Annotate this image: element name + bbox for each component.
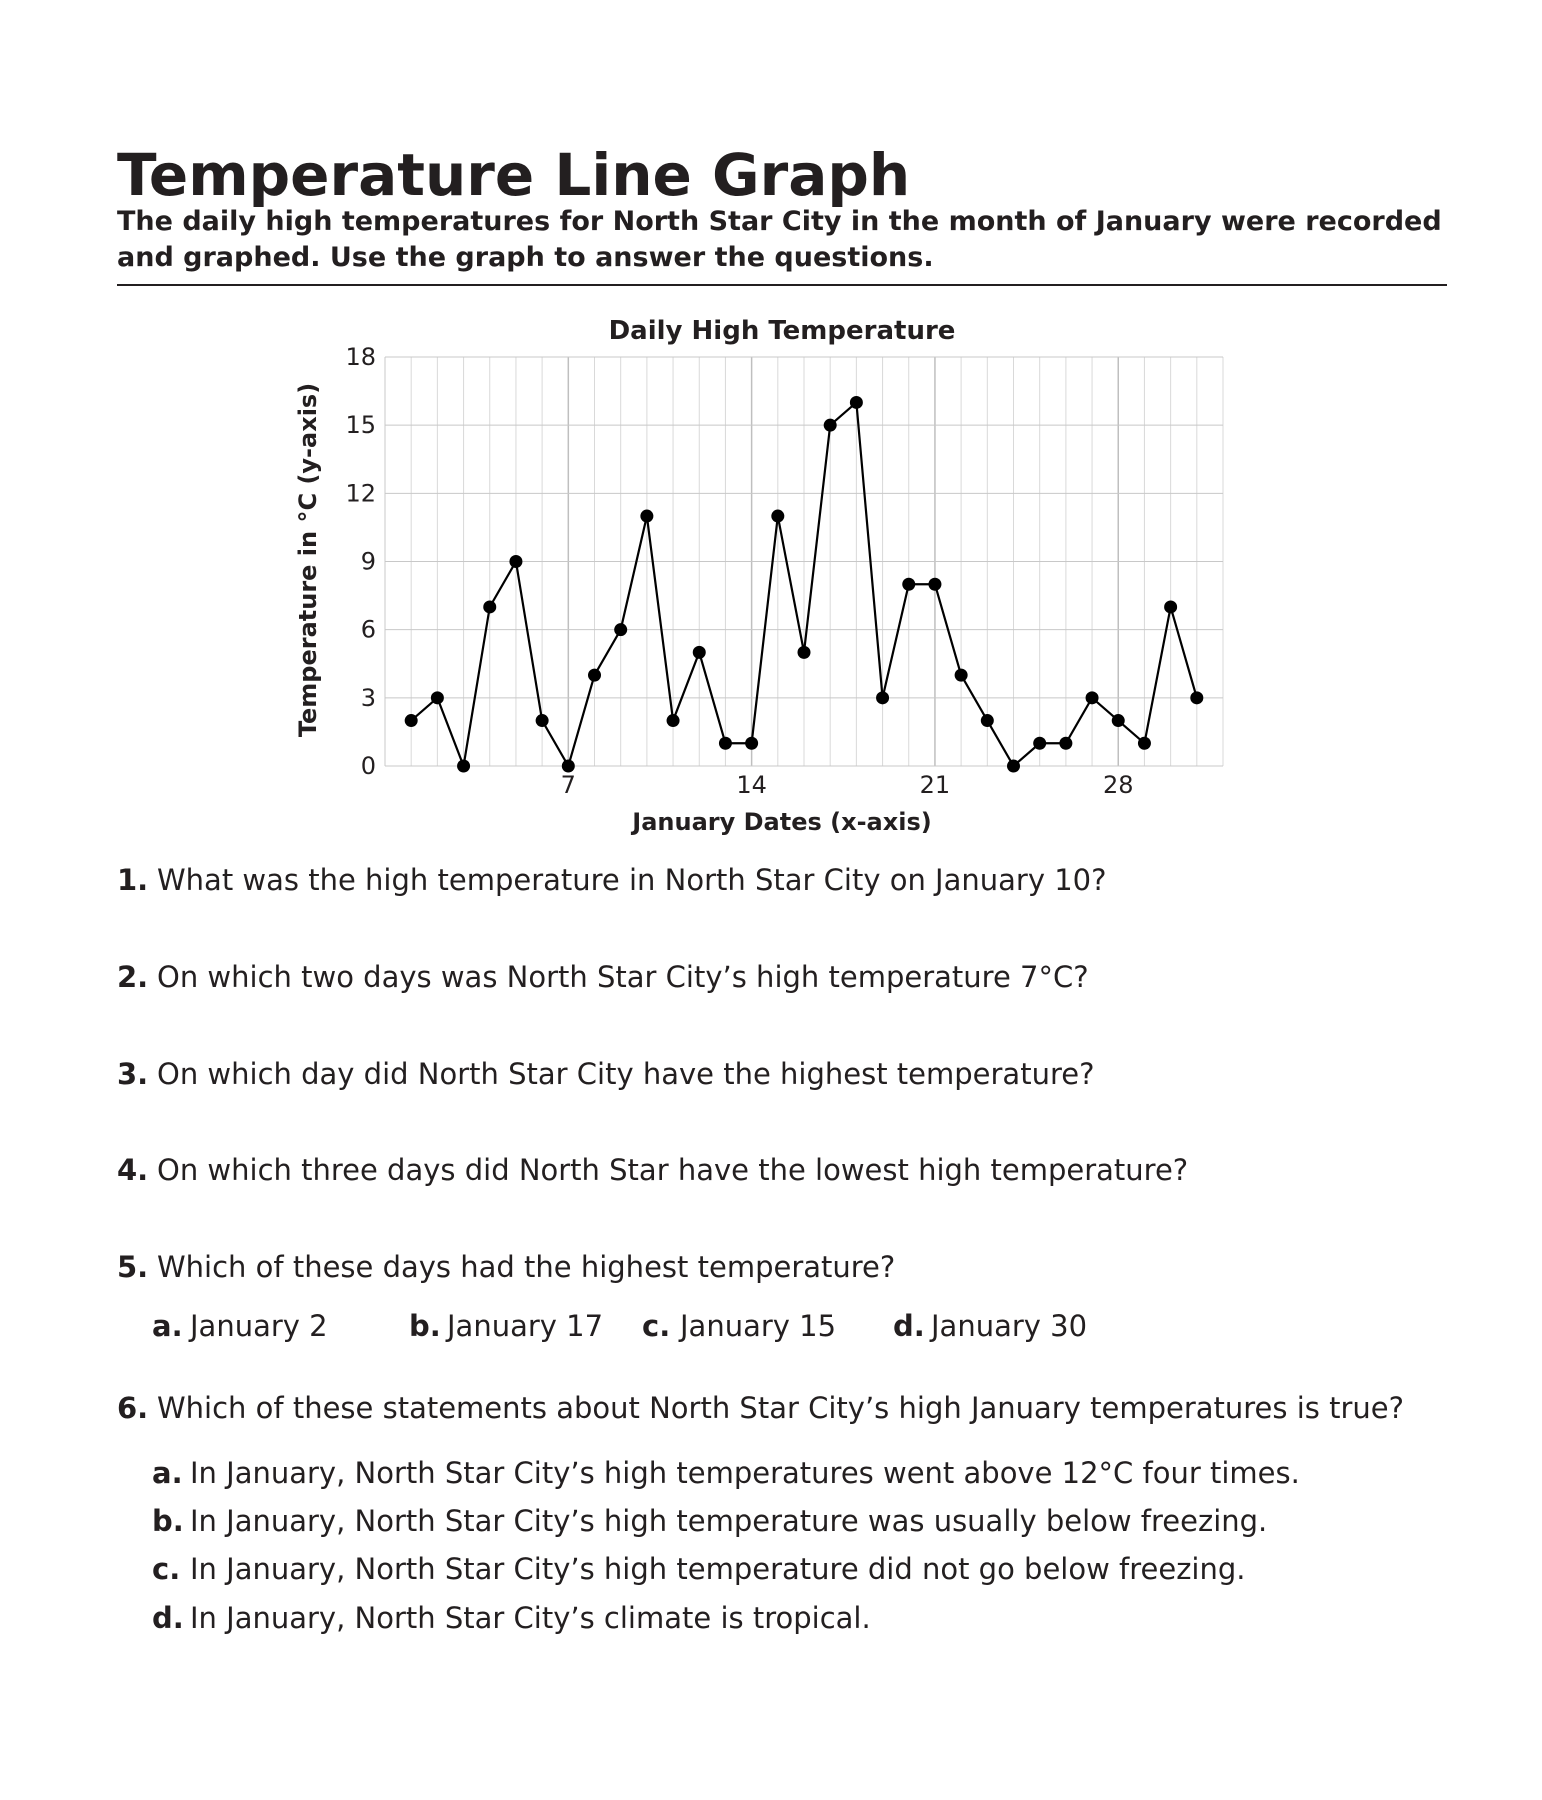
page-title: Temperature Line Graph — [117, 141, 911, 209]
question-6: 6. Which of these statements about North … — [117, 1390, 1404, 1426]
option-letter: b. — [152, 1504, 184, 1538]
question-2: 2. On which two days was North Star City’… — [117, 959, 1089, 995]
data-point — [1164, 600, 1178, 614]
data-point — [640, 509, 654, 523]
x-axis-label: January Dates (x-axis) — [630, 808, 931, 836]
question-text: What was the high temperature in North S… — [157, 863, 1107, 897]
answer-option[interactable]: b. January 17 — [409, 1308, 603, 1344]
question-3: 3. On which day did North Star City have … — [117, 1056, 1094, 1092]
data-point — [457, 759, 471, 773]
data-point — [561, 759, 575, 773]
data-point — [430, 691, 444, 705]
option-text: January 30 — [931, 1309, 1088, 1343]
option-letter: c. — [642, 1309, 671, 1343]
question-4: 4. On which three days did North Star hav… — [117, 1152, 1188, 1188]
data-point — [614, 623, 628, 637]
option-text: In January, North Star City’s high tempe… — [190, 1456, 1300, 1490]
data-point — [718, 736, 732, 750]
header-divider — [117, 284, 1447, 286]
data-point — [1111, 714, 1125, 728]
option-letter: b. — [409, 1309, 441, 1343]
question-number: 1. — [117, 863, 149, 897]
x-tick-label: 7 — [561, 771, 576, 799]
question-number: 3. — [117, 1057, 149, 1091]
data-point — [1059, 736, 1073, 750]
answer-option[interactable]: c. In January, North Star City’s high tem… — [152, 1551, 1246, 1587]
question-text: Which of these days had the highest temp… — [157, 1250, 896, 1284]
y-tick-label: 6 — [361, 616, 376, 644]
answer-option[interactable]: a. In January, North Star City’s high tem… — [152, 1455, 1300, 1491]
data-point — [928, 577, 942, 591]
data-point — [980, 714, 994, 728]
data-point — [954, 668, 968, 682]
question-text: Which of these statements about North St… — [157, 1391, 1405, 1425]
option-text: January 17 — [447, 1309, 604, 1343]
y-axis-label: Temperature in °C (y-axis) — [294, 383, 322, 737]
question-1: 1. What was the high temperature in North… — [117, 862, 1107, 898]
data-point — [797, 645, 811, 659]
option-letter: a. — [152, 1456, 183, 1490]
chart-series — [404, 395, 1204, 773]
chart-axes: 0 3 6 9 12 15 18 7 14 21 28 — [345, 343, 1133, 799]
data-point — [902, 577, 916, 591]
question-number: 5. — [117, 1250, 149, 1284]
data-point — [1033, 736, 1047, 750]
answer-option[interactable]: d. In January, North Star City’s climate … — [152, 1600, 871, 1636]
y-tick-label: 0 — [361, 752, 376, 780]
option-text: In January, North Star City’s climate is… — [190, 1601, 871, 1635]
chart-title: Daily High Temperature — [609, 316, 956, 346]
data-point — [404, 714, 418, 728]
y-tick-label: 12 — [345, 479, 376, 507]
option-letter: a. — [152, 1309, 183, 1343]
answer-option[interactable]: b. In January, North Star City’s high tem… — [152, 1503, 1267, 1539]
option-text: January 2 — [190, 1309, 328, 1343]
option-letter: d. — [893, 1309, 925, 1343]
x-tick-label: 21 — [920, 771, 951, 799]
y-tick-label: 9 — [361, 548, 376, 576]
data-point — [588, 668, 601, 682]
page-subtitle: The daily high temperatures for North St… — [117, 206, 1442, 273]
data-point — [876, 691, 890, 705]
question-number: 4. — [117, 1153, 149, 1187]
line-chart: 0 3 6 9 12 15 18 7 14 21 28 Daily High Temperature… — [294, 316, 1224, 836]
question-text: On which three days did North Star have … — [157, 1153, 1189, 1187]
data-point — [666, 714, 680, 728]
x-tick-label: 14 — [736, 771, 767, 799]
data-point — [823, 418, 837, 432]
data-point — [1085, 691, 1099, 705]
option-letter: d. — [152, 1601, 184, 1635]
option-text: January 15 — [680, 1309, 837, 1343]
y-tick-label: 18 — [345, 343, 376, 371]
data-point — [745, 736, 759, 750]
y-tick-label: 15 — [345, 411, 376, 439]
answer-option[interactable]: a. January 2 — [152, 1308, 328, 1344]
question-5: 5. Which of these days had the highest te… — [117, 1249, 895, 1285]
x-tick-label: 28 — [1103, 771, 1134, 799]
y-tick-label: 3 — [361, 684, 376, 712]
answer-option[interactable]: c. January 15 — [642, 1308, 836, 1344]
data-point — [692, 645, 706, 659]
option-text: In January, North Star City’s high tempe… — [190, 1504, 1268, 1538]
answer-option[interactable]: d. January 30 — [893, 1308, 1087, 1344]
question-text: On which two days was North Star City’s … — [157, 960, 1089, 994]
data-point — [509, 555, 523, 568]
data-point — [1137, 736, 1151, 750]
question-number: 6. — [117, 1391, 149, 1425]
data-point — [771, 509, 785, 523]
question-text: On which day did North Star City have th… — [157, 1057, 1095, 1091]
data-point — [1190, 691, 1204, 705]
data-point — [483, 600, 497, 614]
data-point — [849, 395, 863, 409]
question-number: 2. — [117, 960, 149, 994]
data-point — [535, 714, 549, 728]
data-point — [1007, 759, 1020, 773]
option-text: In January, North Star City’s high tempe… — [190, 1552, 1246, 1586]
option-letter: c. — [152, 1552, 181, 1586]
